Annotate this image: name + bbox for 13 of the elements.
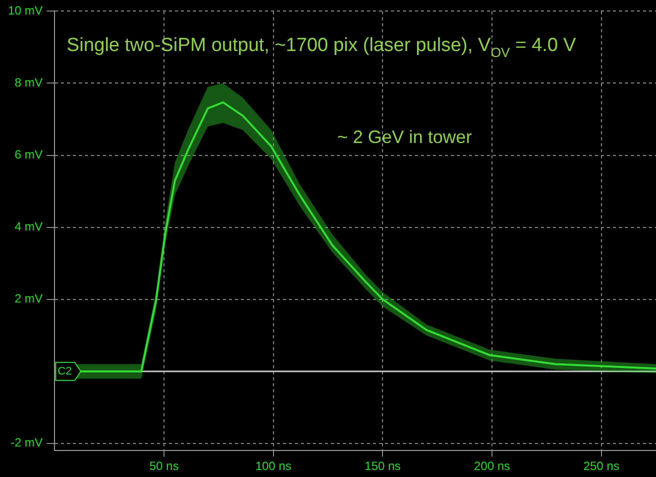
y-tick-label: 6 mV — [14, 148, 43, 162]
x-tick-label: 50 ns — [149, 459, 179, 474]
x-tick-label: 250 ns — [583, 459, 620, 474]
y-tick-label: -2 mV — [10, 436, 43, 450]
ref-line-label: C2 — [58, 365, 72, 378]
y-tick-label: 2 mV — [14, 292, 43, 306]
y-tick-label: 8 mV — [14, 76, 43, 90]
x-tick-label: 150 ns — [364, 459, 401, 474]
annotation: ~ 2 GeV in tower — [337, 127, 472, 148]
x-tick-label: 100 ns — [255, 459, 292, 474]
y-tick-label: 4 mV — [14, 220, 43, 234]
x-tick-label: 200 ns — [474, 459, 510, 474]
y-tick-label: 10 mV — [8, 4, 43, 18]
